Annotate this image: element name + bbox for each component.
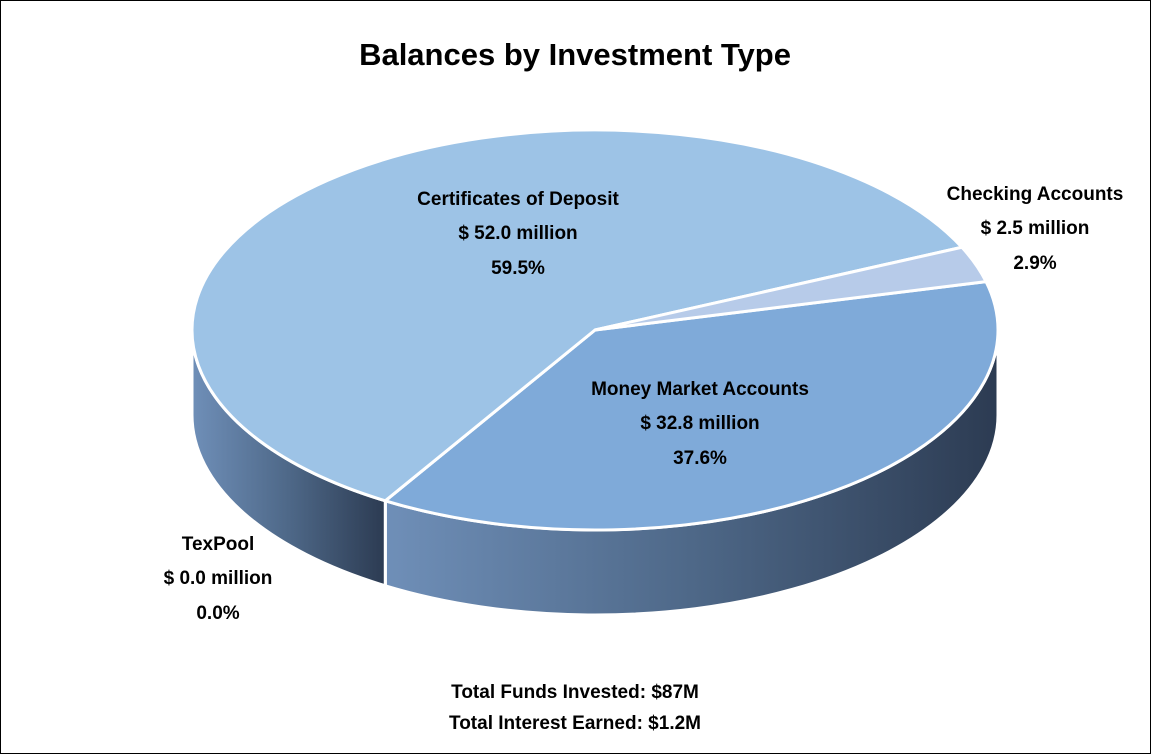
slice-percent-label: 2.9% [1013, 253, 1056, 274]
slice-value-label: $ 32.8 million [640, 413, 759, 434]
slice [190, 128, 964, 503]
slice-category-label: Certificates of Deposit [417, 189, 619, 210]
annotation: Total Funds Invested: $87M [451, 682, 699, 703]
slice-category-label: Checking Accounts [947, 184, 1124, 205]
slice [593, 245, 988, 332]
slice [383, 280, 1000, 532]
slice-percent-label: 59.5% [491, 258, 545, 279]
slice-percent-label: 0.0% [196, 603, 239, 624]
slice-value-label: $ 52.0 million [458, 223, 577, 244]
slice-value-label: $ 0.0 million [164, 568, 273, 589]
slice-percent-label: 37.6% [673, 448, 727, 469]
slice-category-label: Money Market Accounts [591, 379, 809, 400]
slice-value-label: $ 2.5 million [981, 218, 1090, 239]
annotation: Total Interest Earned: $1.2M [449, 713, 701, 734]
chart-title: Balances by Investment Type [359, 37, 791, 72]
slice-category-label: TexPool [182, 534, 255, 555]
